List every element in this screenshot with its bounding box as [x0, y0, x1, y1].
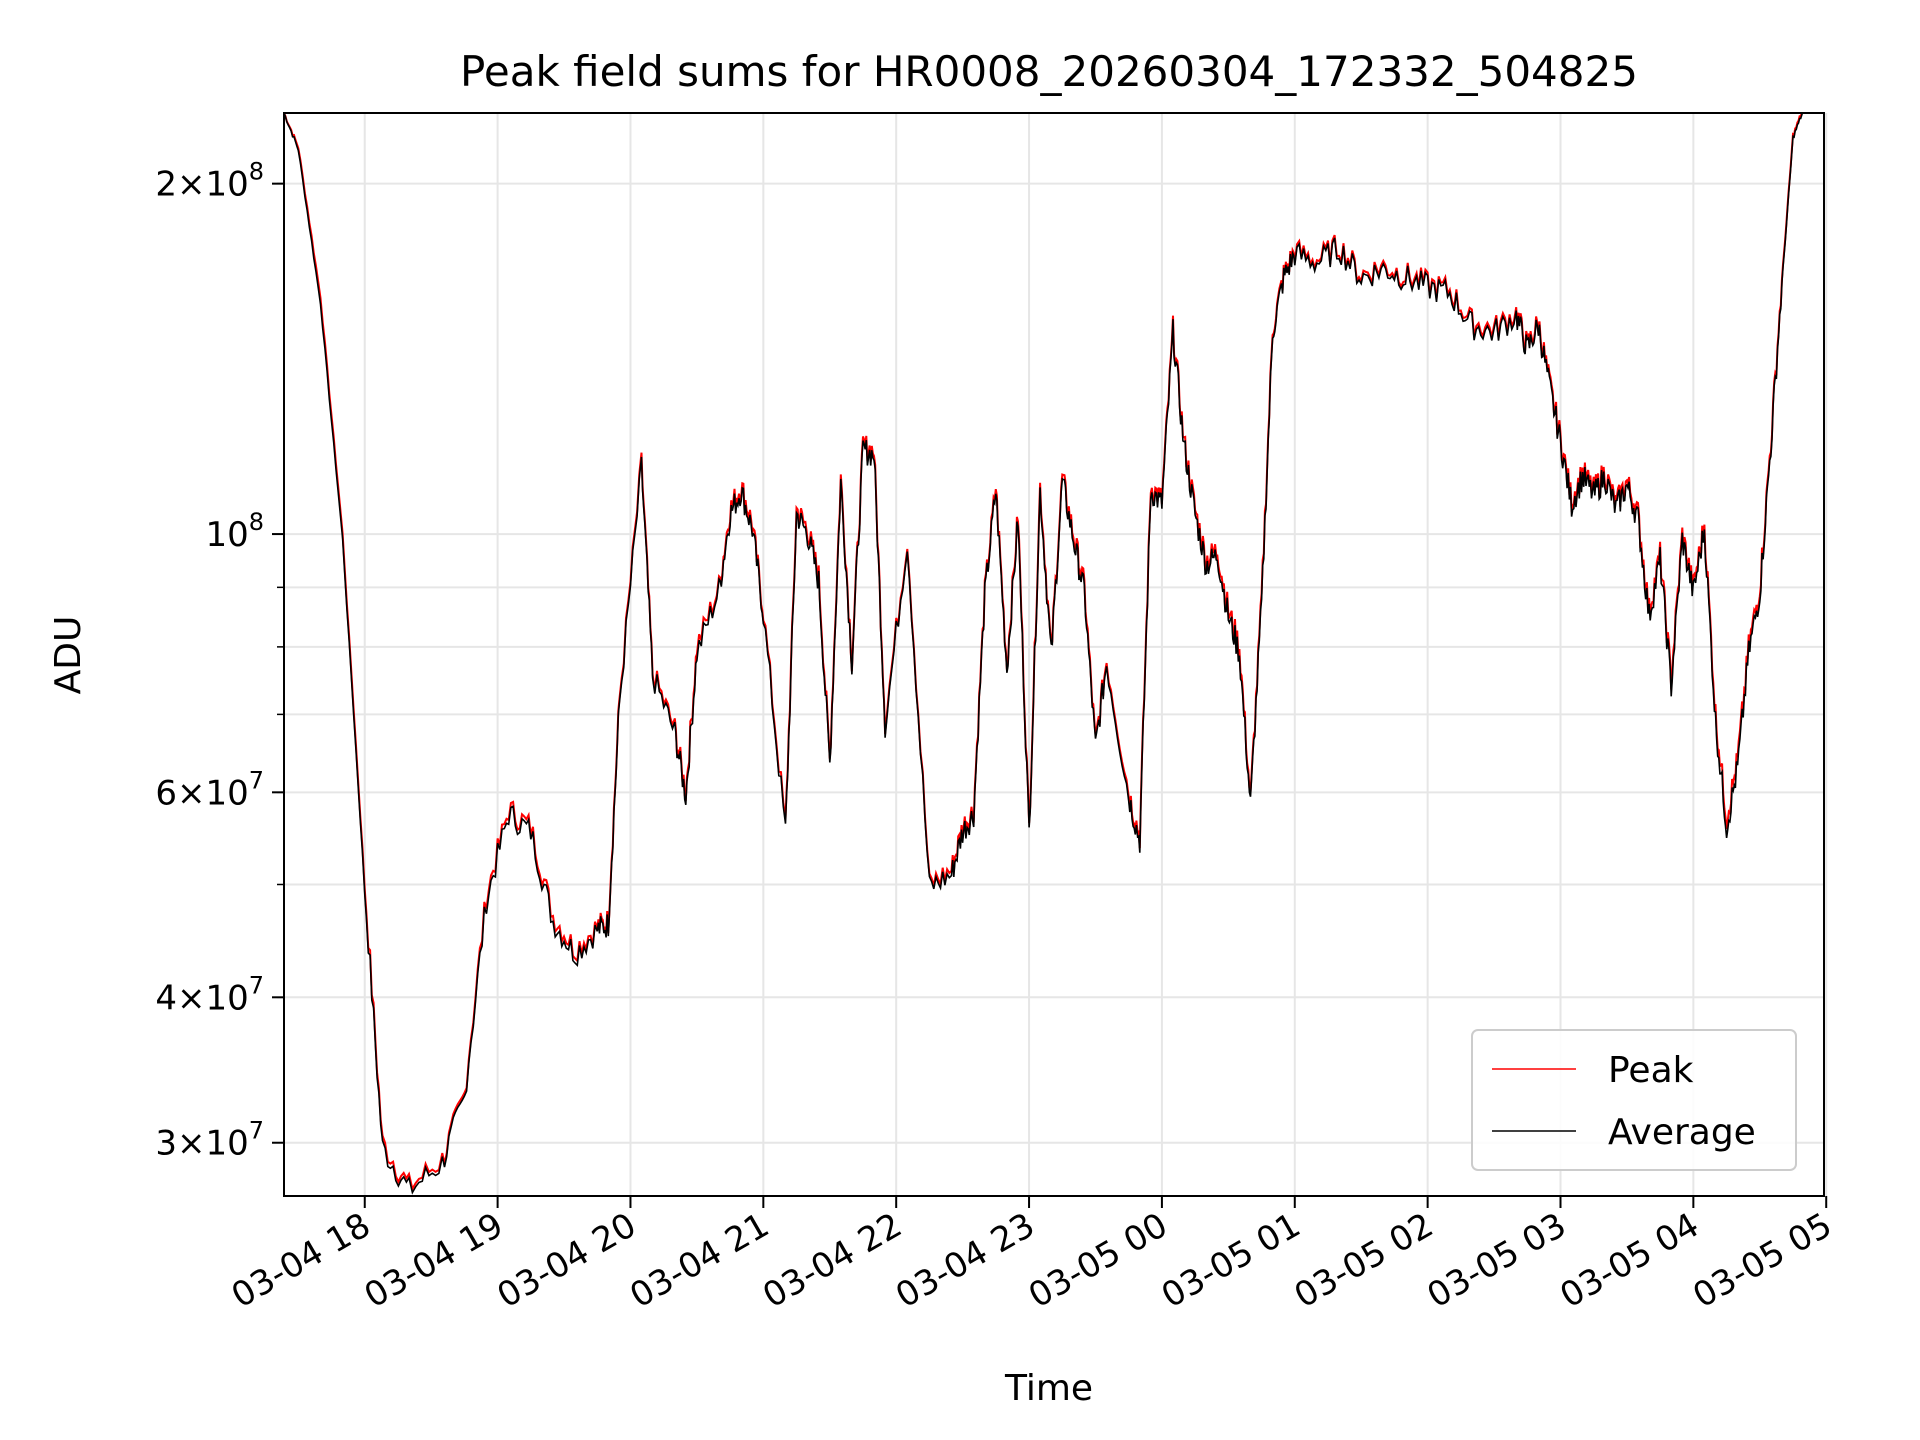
x-tick-label: 03-05 01	[1155, 1205, 1307, 1316]
y-tick-label: 4×107	[155, 971, 264, 1018]
x-tick-label: 03-04 23	[889, 1205, 1041, 1316]
x-tick-label: 03-05 00	[1022, 1205, 1174, 1316]
plot-frame	[283, 112, 1825, 1197]
x-tick-label: 03-04 22	[756, 1205, 908, 1316]
legend: Peak Average	[1471, 1029, 1797, 1171]
y-tick-label: 108	[205, 508, 264, 555]
y-tick-label: 3×107	[155, 1117, 264, 1164]
chart-title: Peak field sums for HR0008_20260304_1723…	[460, 47, 1638, 96]
y-tick-label: 2×108	[155, 158, 264, 205]
y-axis-title: ADU	[48, 616, 89, 695]
x-tick-label: 03-05 05	[1686, 1205, 1838, 1316]
x-tick-label: 03-04 18	[225, 1205, 377, 1316]
y-tick-label: 6×107	[155, 766, 264, 813]
legend-box	[1471, 1029, 1797, 1171]
x-tick-label: 03-04 19	[358, 1205, 510, 1316]
x-axis-title: Time	[1004, 1368, 1093, 1409]
legend-label-average: Average	[1608, 1112, 1756, 1153]
x-tick-label: 03-04 21	[623, 1205, 775, 1316]
series-group	[284, 113, 1804, 1195]
y-axis: 2×108 108 6×107 4×107 3×107	[155, 158, 284, 1164]
x-tick-label: 03-05 03	[1421, 1205, 1573, 1316]
x-tick-label: 03-05 04	[1553, 1205, 1705, 1316]
legend-label-peak: Peak	[1608, 1050, 1694, 1091]
x-tick-label: 03-04 20	[491, 1205, 643, 1316]
series-line-average	[284, 113, 1804, 1195]
series-line-peak	[284, 113, 1803, 1192]
x-tick-label: 03-05 02	[1288, 1205, 1440, 1316]
